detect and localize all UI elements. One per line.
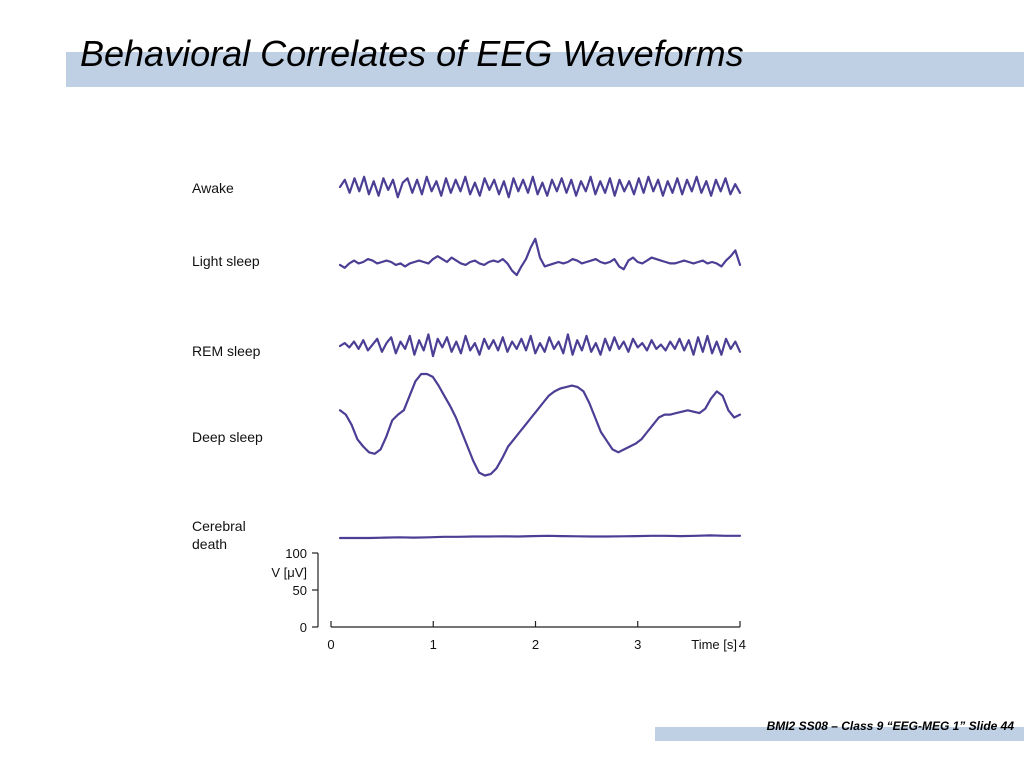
trace-label: Deep sleep bbox=[192, 429, 263, 445]
eeg-trace-light-sleep bbox=[338, 237, 742, 277]
time-axis-tick-label: 4 bbox=[739, 637, 746, 652]
trace-label: death bbox=[192, 536, 227, 552]
time-axis-tick-label: 0 bbox=[327, 637, 334, 652]
footer-band bbox=[655, 727, 1024, 741]
title-band bbox=[66, 52, 1024, 87]
time-axis-tick-label: 2 bbox=[532, 637, 539, 652]
scale-bar-tick-label: 0 bbox=[300, 620, 307, 635]
trace-label: REM sleep bbox=[192, 343, 261, 359]
time-axis-label: Time [s] bbox=[691, 637, 737, 652]
voltage-scale-bar: 100 50 0 V [μV] bbox=[271, 546, 319, 635]
time-axis-tick-label: 1 bbox=[430, 637, 437, 652]
slide-footer: BMI2 SS08 – Class 9 “EEG-MEG 1” Slide 44 bbox=[766, 719, 1014, 733]
eeg-trace-awake bbox=[338, 175, 742, 199]
time-axis-tick-label: 3 bbox=[634, 637, 641, 652]
eeg-trace-deep-sleep bbox=[338, 372, 742, 477]
trace-label: Awake bbox=[192, 180, 234, 196]
scale-bar-unit-label: V [μV] bbox=[271, 565, 307, 580]
scale-bar-tick-label: 100 bbox=[285, 546, 307, 561]
trace-label: Light sleep bbox=[192, 253, 260, 269]
eeg-traces bbox=[338, 175, 742, 540]
eeg-trace-cerebral-death bbox=[338, 534, 742, 540]
eeg-trace-rem-sleep bbox=[338, 333, 742, 358]
trace-labels: Awake Light sleep REM sleep Deep sleep Cereb… bbox=[192, 180, 263, 552]
slide-title: Behavioral Correlates of EEG Waveforms bbox=[80, 33, 744, 74]
trace-label: Cerebral bbox=[192, 518, 246, 534]
scale-bar-tick-label: 50 bbox=[293, 583, 307, 598]
